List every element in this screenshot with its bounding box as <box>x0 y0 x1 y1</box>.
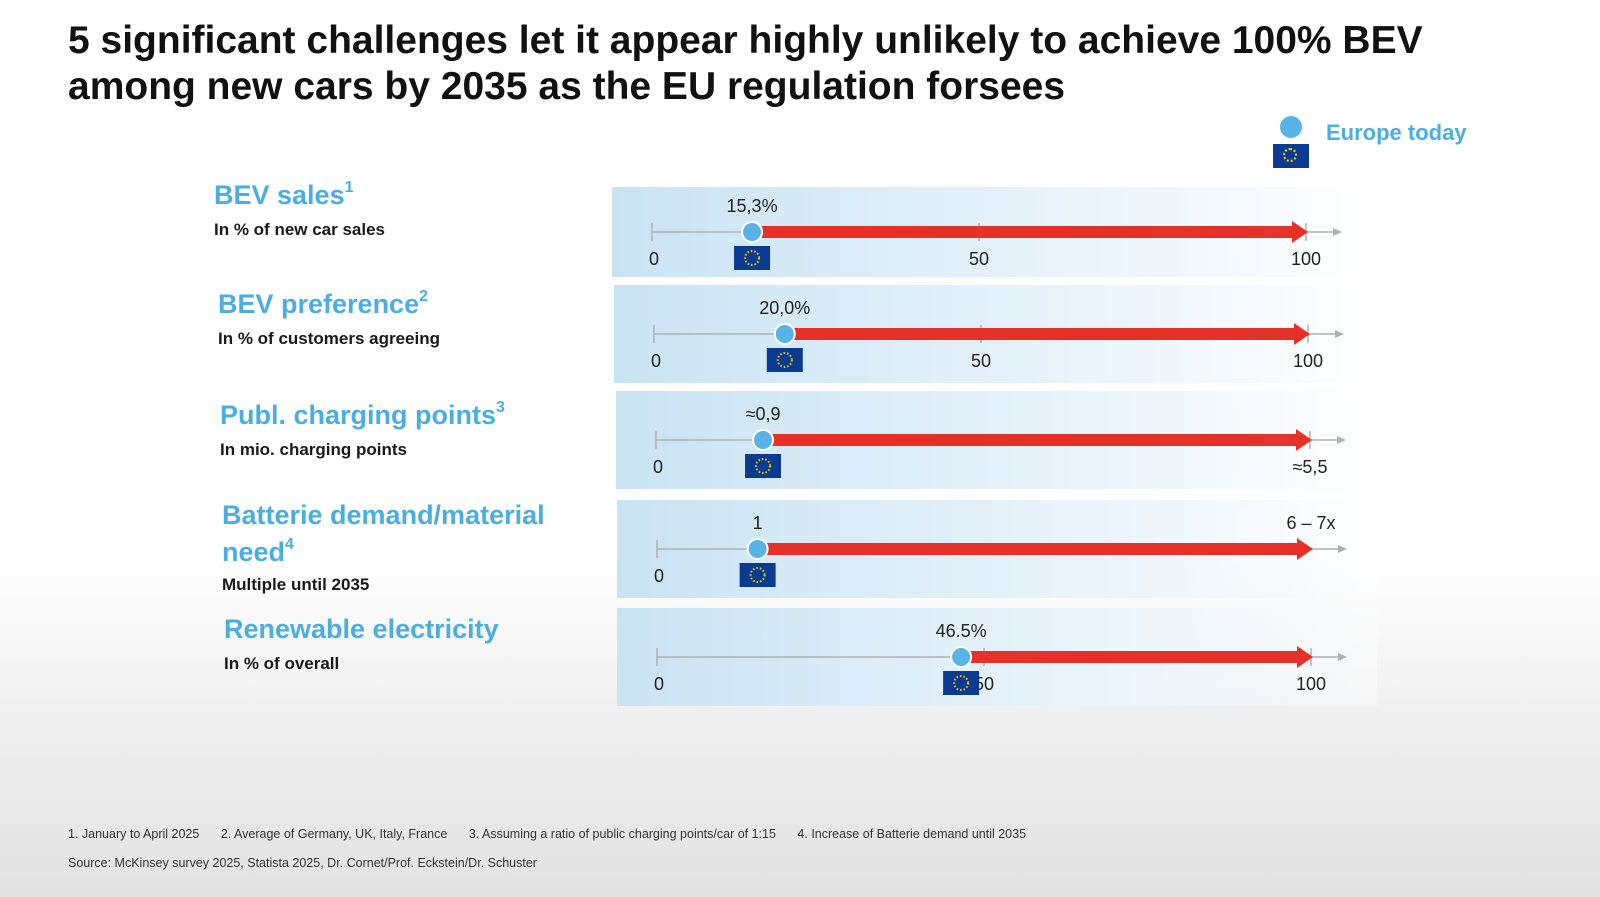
europe-today-marker <box>773 323 796 345</box>
axis-arrowhead <box>1337 436 1346 444</box>
axis-arrowhead <box>1335 330 1344 338</box>
europe-today-marker <box>950 646 973 668</box>
challenge-title-text: Renewable electricity <box>224 614 499 644</box>
footnote: 4. Increase of Batterie demand until 203… <box>797 827 1027 841</box>
challenge-title: Publ. charging points3 <box>220 398 505 432</box>
eu-flag-icon <box>766 348 803 372</box>
tick-label: 100 <box>1291 249 1321 269</box>
gap-arrowhead <box>1297 538 1313 560</box>
challenge-title: BEV preference2 <box>218 287 440 321</box>
europe-today-marker <box>752 429 775 451</box>
footnote-marker: 2 <box>419 288 428 305</box>
challenge-title-text: Publ. charging points <box>220 400 496 430</box>
gap-arrow-bar <box>784 328 1294 340</box>
tick-label: 0 <box>651 351 661 371</box>
title-line-1: 5 significant challenges let it appear h… <box>68 19 1423 62</box>
gap-arrowhead <box>1294 323 1310 345</box>
today-value-label: 20,0% <box>759 298 810 318</box>
challenge-title-text: BEV preference <box>218 289 420 319</box>
challenge-chart-band: 0 50 100 15,3% <box>612 187 1372 277</box>
challenge-label: BEV preference2 In % of customers agreein… <box>218 287 440 349</box>
axis-arrowhead <box>1338 653 1347 661</box>
gap-arrowhead <box>1296 429 1312 451</box>
footnote-marker: 3 <box>496 399 505 416</box>
eu-flag-icon <box>1273 144 1309 168</box>
today-value-label: 46.5% <box>936 621 987 641</box>
challenge-chart: 0 ≈5,5 ≈0,9 <box>653 404 1346 478</box>
challenge-label: Batterie demand/material need4 Multiple u… <box>222 497 602 595</box>
eu-flag-icon <box>739 563 776 587</box>
challenge-chart-band: 0 ≈5,5 ≈0,9 <box>616 391 1376 489</box>
challenge-chart: 0 50 100 15,3% <box>649 196 1342 270</box>
challenge-chart: 0 1 6 – 7x <box>654 513 1347 587</box>
europe-today-marker <box>746 538 769 560</box>
challenge-title: Batterie demand/material need4 <box>222 497 602 571</box>
slide-title: 5 significant challenges let it appear h… <box>68 18 1548 110</box>
legend-label: Europe today <box>1326 120 1467 145</box>
challenge-chart: 0 50 100 20,0% <box>651 298 1344 372</box>
tick-label: 0 <box>654 566 664 586</box>
challenge-chart-band: 0 50 100 20,0% <box>614 285 1374 383</box>
challenge-subtitle: In mio. charging points <box>220 440 407 459</box>
europe-today-marker <box>741 221 764 243</box>
gap-arrow-bar <box>961 651 1297 663</box>
gap-arrow-bar <box>752 226 1292 238</box>
tick-label: ≈5,5 <box>1293 457 1328 477</box>
challenge-subtitle: In % of new car sales <box>214 220 386 239</box>
source-note: Source: McKinsey survey 2025, Statista 2… <box>68 856 537 870</box>
challenge-subtitle: Multiple until 2035 <box>222 575 370 594</box>
challenge-title-text: Batterie demand/material need <box>222 500 545 567</box>
tick-label: 100 <box>1296 674 1326 694</box>
tick-label: 100 <box>1293 351 1323 371</box>
footnote: 1. January to April 2025 <box>68 827 200 841</box>
footnote-marker: 1 <box>344 179 354 196</box>
legend: Europe today <box>1270 114 1520 176</box>
eu-flag-icon <box>745 454 782 478</box>
footnote: 3. Assuming a ratio of public charging p… <box>468 827 776 841</box>
tick-label: 50 <box>969 249 989 269</box>
gap-arrowhead <box>1297 646 1313 668</box>
challenge-label: Publ. charging points3 In mio. charging p… <box>220 398 505 460</box>
tick-label: 50 <box>971 351 991 371</box>
challenge-label: Renewable electricity In % of overall <box>224 612 499 674</box>
tick-label: 0 <box>653 457 663 477</box>
axis-arrowhead <box>1333 228 1342 236</box>
eu-flag-icon <box>734 246 771 270</box>
gap-arrow-bar <box>757 543 1297 555</box>
challenge-subtitle: In % of overall <box>224 654 340 673</box>
target-value-label: 6 – 7x <box>1286 513 1335 533</box>
challenge-chart-band: 0 50 100 46.5% <box>617 608 1377 706</box>
today-value-label: 1 <box>753 513 763 533</box>
axis-arrowhead <box>1338 545 1347 553</box>
challenge-title: Renewable electricity <box>224 612 499 646</box>
challenge-title: BEV sales1 <box>214 178 385 212</box>
title-line-2: among new cars by 2035 as the EU regulat… <box>68 65 1066 108</box>
legend-marker-dot <box>1280 116 1302 138</box>
eu-flag-icon <box>943 671 980 695</box>
tick-label: 0 <box>649 249 659 269</box>
footnote: 2. Average of Germany, UK, Italy, France <box>220 827 448 841</box>
today-value-label: 15,3% <box>727 196 778 216</box>
tick-label: 0 <box>654 674 664 694</box>
gap-arrow-bar <box>763 434 1296 446</box>
challenge-chart-band: 0 1 6 – 7x <box>617 500 1377 598</box>
today-value-label: ≈0,9 <box>746 404 781 424</box>
gap-arrowhead <box>1292 221 1308 243</box>
challenge-subtitle: In % of customers agreeing <box>218 329 440 348</box>
footnotes: 1. January to April 2025 2. Average of G… <box>68 827 1044 841</box>
footnote-marker: 4 <box>285 536 294 553</box>
challenge-label: BEV sales1 In % of new car sales <box>214 178 385 240</box>
challenge-title-text: BEV sales <box>214 180 345 210</box>
